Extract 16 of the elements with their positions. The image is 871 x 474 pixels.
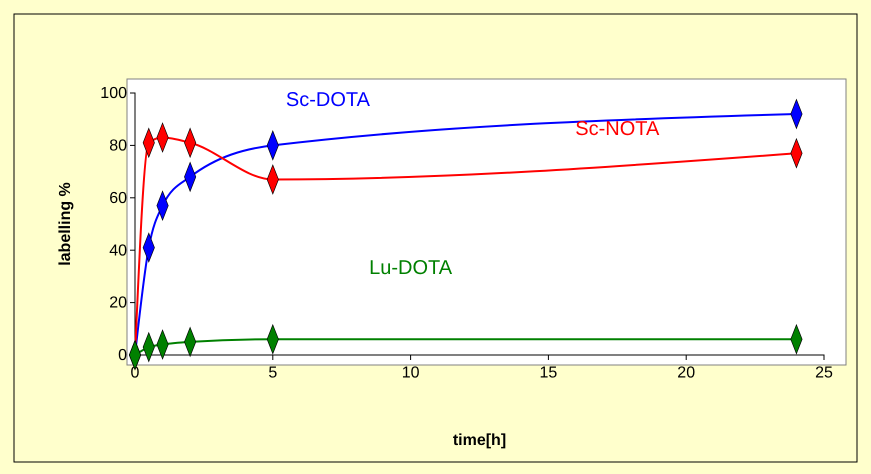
x-tick-label: 25 (815, 364, 833, 382)
series-label: Sc-DOTA (286, 89, 371, 112)
y-axis-title: labelling % (57, 182, 74, 266)
y-tick-label: 60 (109, 190, 128, 207)
text: Lu-DOTA (369, 256, 453, 279)
y-tick-label: 80 (109, 138, 128, 155)
y-tick-label: 100 (100, 85, 128, 102)
y-tick-label: 20 (109, 294, 128, 312)
x-tick-label: 20 (677, 364, 696, 382)
series-label: Sc-NOTA (575, 118, 660, 140)
x-tick-label: 10 (402, 364, 420, 382)
y-tick-label: 0 (118, 347, 128, 364)
y-tick-label: 40 (109, 242, 128, 260)
x-axis-title: time[h] (452, 432, 506, 449)
x-tick-label: 15 (540, 364, 558, 382)
x-tick-label: 5 (268, 364, 278, 382)
